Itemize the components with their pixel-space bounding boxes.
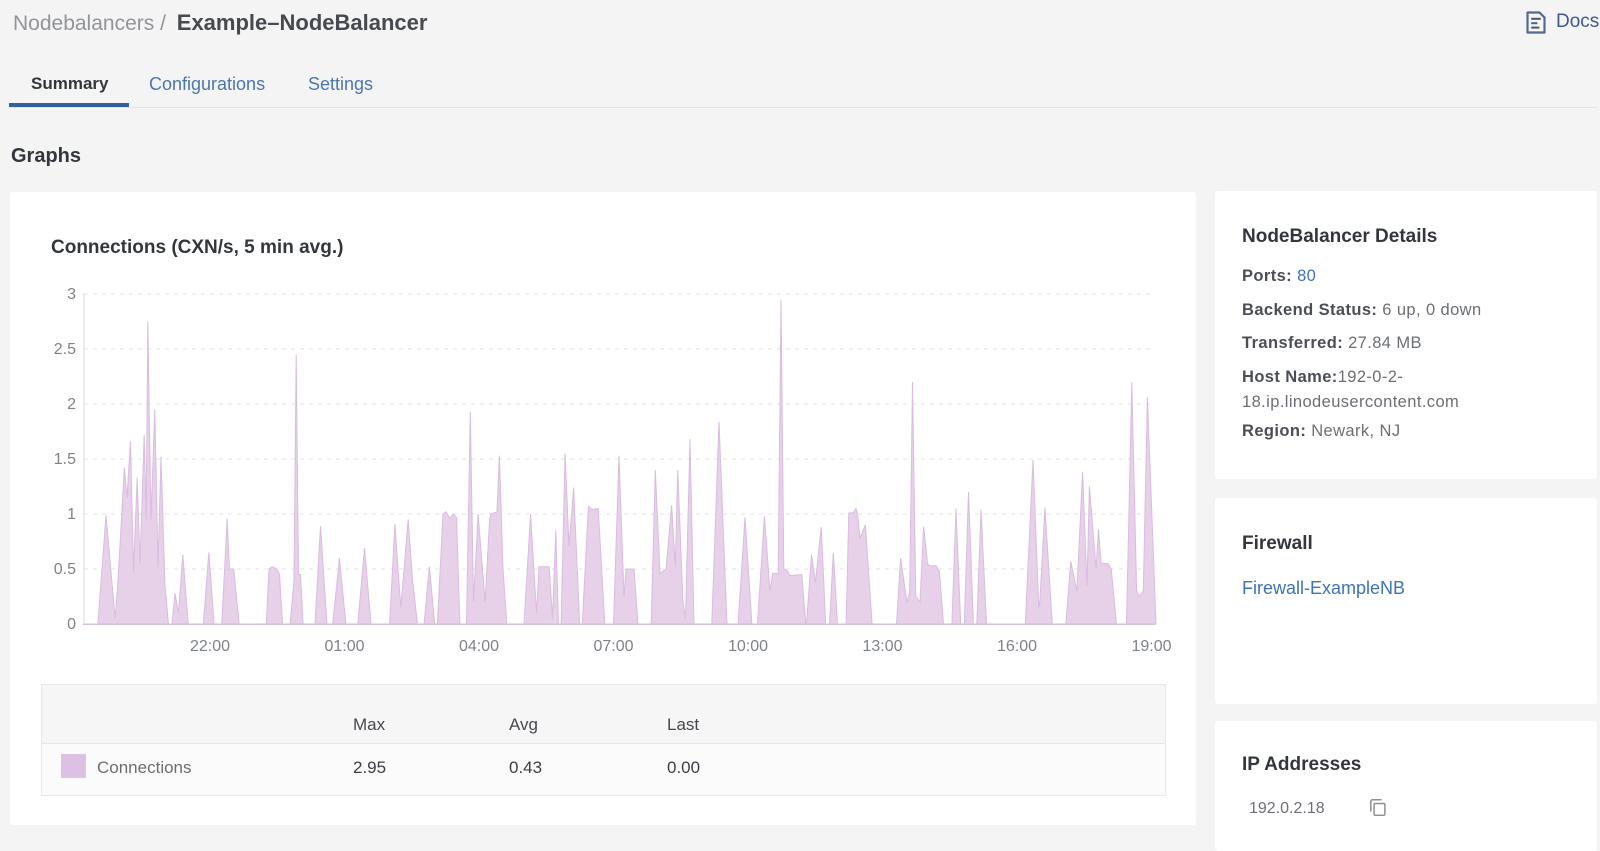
svg-text:2: 2 (67, 396, 76, 413)
svg-text:01:00: 01:00 (324, 638, 364, 655)
svg-text:0.5: 0.5 (54, 561, 76, 578)
svg-text:07:00: 07:00 (593, 638, 633, 655)
svg-text:19:00: 19:00 (1131, 638, 1171, 655)
svg-text:04:00: 04:00 (459, 638, 499, 655)
svg-text:2.5: 2.5 (54, 341, 76, 358)
svg-text:13:00: 13:00 (862, 638, 902, 655)
svg-text:10:00: 10:00 (728, 638, 768, 655)
svg-text:3: 3 (67, 286, 76, 303)
svg-text:22:00: 22:00 (190, 638, 230, 655)
svg-text:1.5: 1.5 (54, 451, 76, 468)
svg-text:0: 0 (67, 616, 76, 633)
svg-text:1: 1 (67, 506, 76, 523)
svg-text:16:00: 16:00 (997, 638, 1037, 655)
